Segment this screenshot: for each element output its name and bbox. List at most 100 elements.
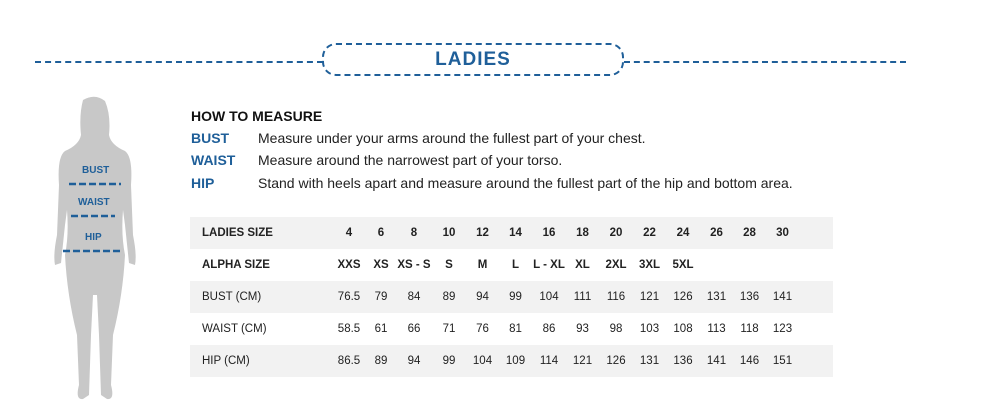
- table-cell: 28: [743, 227, 756, 239]
- table-cell: XL: [575, 259, 590, 271]
- table-cell: 113: [707, 323, 726, 335]
- row-label: BUST (CM): [202, 291, 262, 303]
- table-cell: 146: [739, 355, 760, 367]
- table-cell: 2XL: [605, 259, 627, 271]
- table-cell: XS - S: [397, 259, 431, 271]
- table-cell: 104: [539, 291, 559, 303]
- table-cell: 22: [643, 227, 656, 239]
- table-cell: 58.5: [337, 323, 361, 335]
- figure-label-bust: BUST: [82, 165, 110, 176]
- table-cell: 71: [442, 323, 456, 335]
- table-cell: 126: [673, 291, 693, 303]
- table-cell: L - XL: [533, 259, 565, 271]
- table-cell: 86: [542, 323, 556, 335]
- table-cell: 126: [606, 355, 626, 367]
- measure-key: BUST: [191, 130, 230, 146]
- measure-text: Stand with heels apart and measure aroun…: [258, 175, 793, 191]
- table-cell: 84: [407, 291, 421, 303]
- figure-label-hip: HIP: [85, 232, 102, 243]
- table-cell: 89: [374, 355, 388, 367]
- row-label: WAIST (CM): [202, 323, 267, 335]
- table-cell: 76: [476, 323, 489, 335]
- size-table: LADIES SIZE 4 6 8 10 12 14 16 18 20 22 24 26 28 30 ALPH…: [190, 217, 833, 377]
- table-cell: 136: [739, 291, 760, 303]
- table-cell: 10: [442, 227, 456, 239]
- table-cell: 121: [639, 291, 660, 303]
- table-cell: 5XL: [672, 259, 694, 271]
- table-pad: [799, 345, 833, 377]
- table-cell: [700, 249, 733, 281]
- measure-waist: WAIST Measure around the narrowest part o…: [191, 152, 562, 168]
- table-cell: 141: [706, 355, 727, 367]
- row-label: HIP (CM): [202, 355, 250, 367]
- measure-hip: HIP Stand with heels apart and measure ar…: [191, 175, 793, 191]
- measure-key: HIP: [191, 175, 215, 191]
- table-cell: 8: [410, 227, 418, 239]
- table-cell: 114: [539, 355, 559, 367]
- how-to-title: HOW TO MEASURE: [191, 108, 323, 124]
- table-cell: 123: [772, 323, 793, 335]
- table-cell: 131: [639, 355, 660, 367]
- body-silhouette: BUST WAIST HIP: [45, 95, 145, 410]
- row-label: ALPHA SIZE: [202, 259, 270, 271]
- table-cell: 4: [345, 227, 353, 239]
- table-cell: 141: [772, 291, 793, 303]
- table-cell: 98: [609, 323, 623, 335]
- table-cell: 136: [673, 355, 693, 367]
- table-cell: M: [477, 259, 488, 271]
- table-row: ALPHA SIZE XXS XS XS - S S M L L - XL XL 2XL 3XL 5X…: [190, 249, 833, 281]
- table-cell: L: [511, 259, 520, 271]
- measure-text: Measure under your arms around the fulle…: [258, 130, 646, 146]
- table-cell: 81: [509, 323, 522, 335]
- table-cell: 26: [710, 227, 723, 239]
- table-cell: 79: [374, 291, 388, 303]
- measure-text: Measure around the narrowest part of you…: [258, 152, 563, 168]
- divider-left: [35, 61, 323, 63]
- table-row: HIP (CM) 86.5 89 94 99 104 109 114 121 126 131 136 1…: [190, 345, 833, 377]
- table-cell: 16: [542, 227, 556, 239]
- table-pad: [799, 249, 833, 281]
- table-cell: 108: [673, 323, 693, 335]
- table-cell: XXS: [337, 259, 361, 271]
- table-cell: 99: [442, 355, 456, 367]
- table-pad: [799, 281, 833, 313]
- table-cell: 93: [576, 323, 589, 335]
- table-cell: 86.5: [337, 355, 361, 367]
- table-cell: 131: [706, 291, 727, 303]
- section-title: LADIES: [322, 43, 624, 76]
- row-label: LADIES SIZE: [202, 227, 273, 239]
- table-row: BUST (CM) 76.5 79 84 89 94 99 104 111 116 121 126 13…: [190, 281, 833, 313]
- table-cell: 12: [476, 227, 489, 239]
- table-cell: 151: [772, 355, 793, 367]
- table-cell: 18: [576, 227, 589, 239]
- table-cell: 116: [606, 291, 626, 303]
- table-cell: 99: [509, 291, 522, 303]
- table-cell: 89: [442, 291, 456, 303]
- table-pad: [799, 217, 833, 249]
- table-cell: 3XL: [638, 259, 661, 271]
- table-cell: 24: [676, 227, 690, 239]
- table-cell: 121: [572, 355, 593, 367]
- table-cell: 66: [407, 323, 421, 335]
- figure-label-waist: WAIST: [78, 197, 110, 208]
- table-cell: 76.5: [337, 291, 361, 303]
- measure-key: WAIST: [191, 152, 236, 168]
- table-row: LADIES SIZE 4 6 8 10 12 14 16 18 20 22 24 26 28 30: [190, 217, 833, 249]
- table-cell: 20: [609, 227, 623, 239]
- measure-bust: BUST Measure under your arms around the f…: [191, 130, 646, 146]
- table-cell: 94: [407, 355, 421, 367]
- table-cell: 94: [476, 291, 489, 303]
- table-cell: XS: [373, 259, 389, 271]
- table-cell: 6: [377, 227, 385, 239]
- table-cell: 61: [374, 323, 388, 335]
- table-cell: 118: [740, 323, 759, 335]
- table-pad: [799, 313, 833, 345]
- table-cell: [766, 249, 799, 281]
- table-cell: 111: [573, 291, 592, 303]
- table-cell: [733, 249, 766, 281]
- table-cell: 109: [505, 355, 526, 367]
- divider-right: [624, 61, 906, 63]
- table-row: WAIST (CM) 58.5 61 66 71 76 81 86 93 98 103 108 113 1…: [190, 313, 833, 345]
- table-cell: 104: [472, 355, 493, 367]
- table-cell: 14: [509, 227, 522, 239]
